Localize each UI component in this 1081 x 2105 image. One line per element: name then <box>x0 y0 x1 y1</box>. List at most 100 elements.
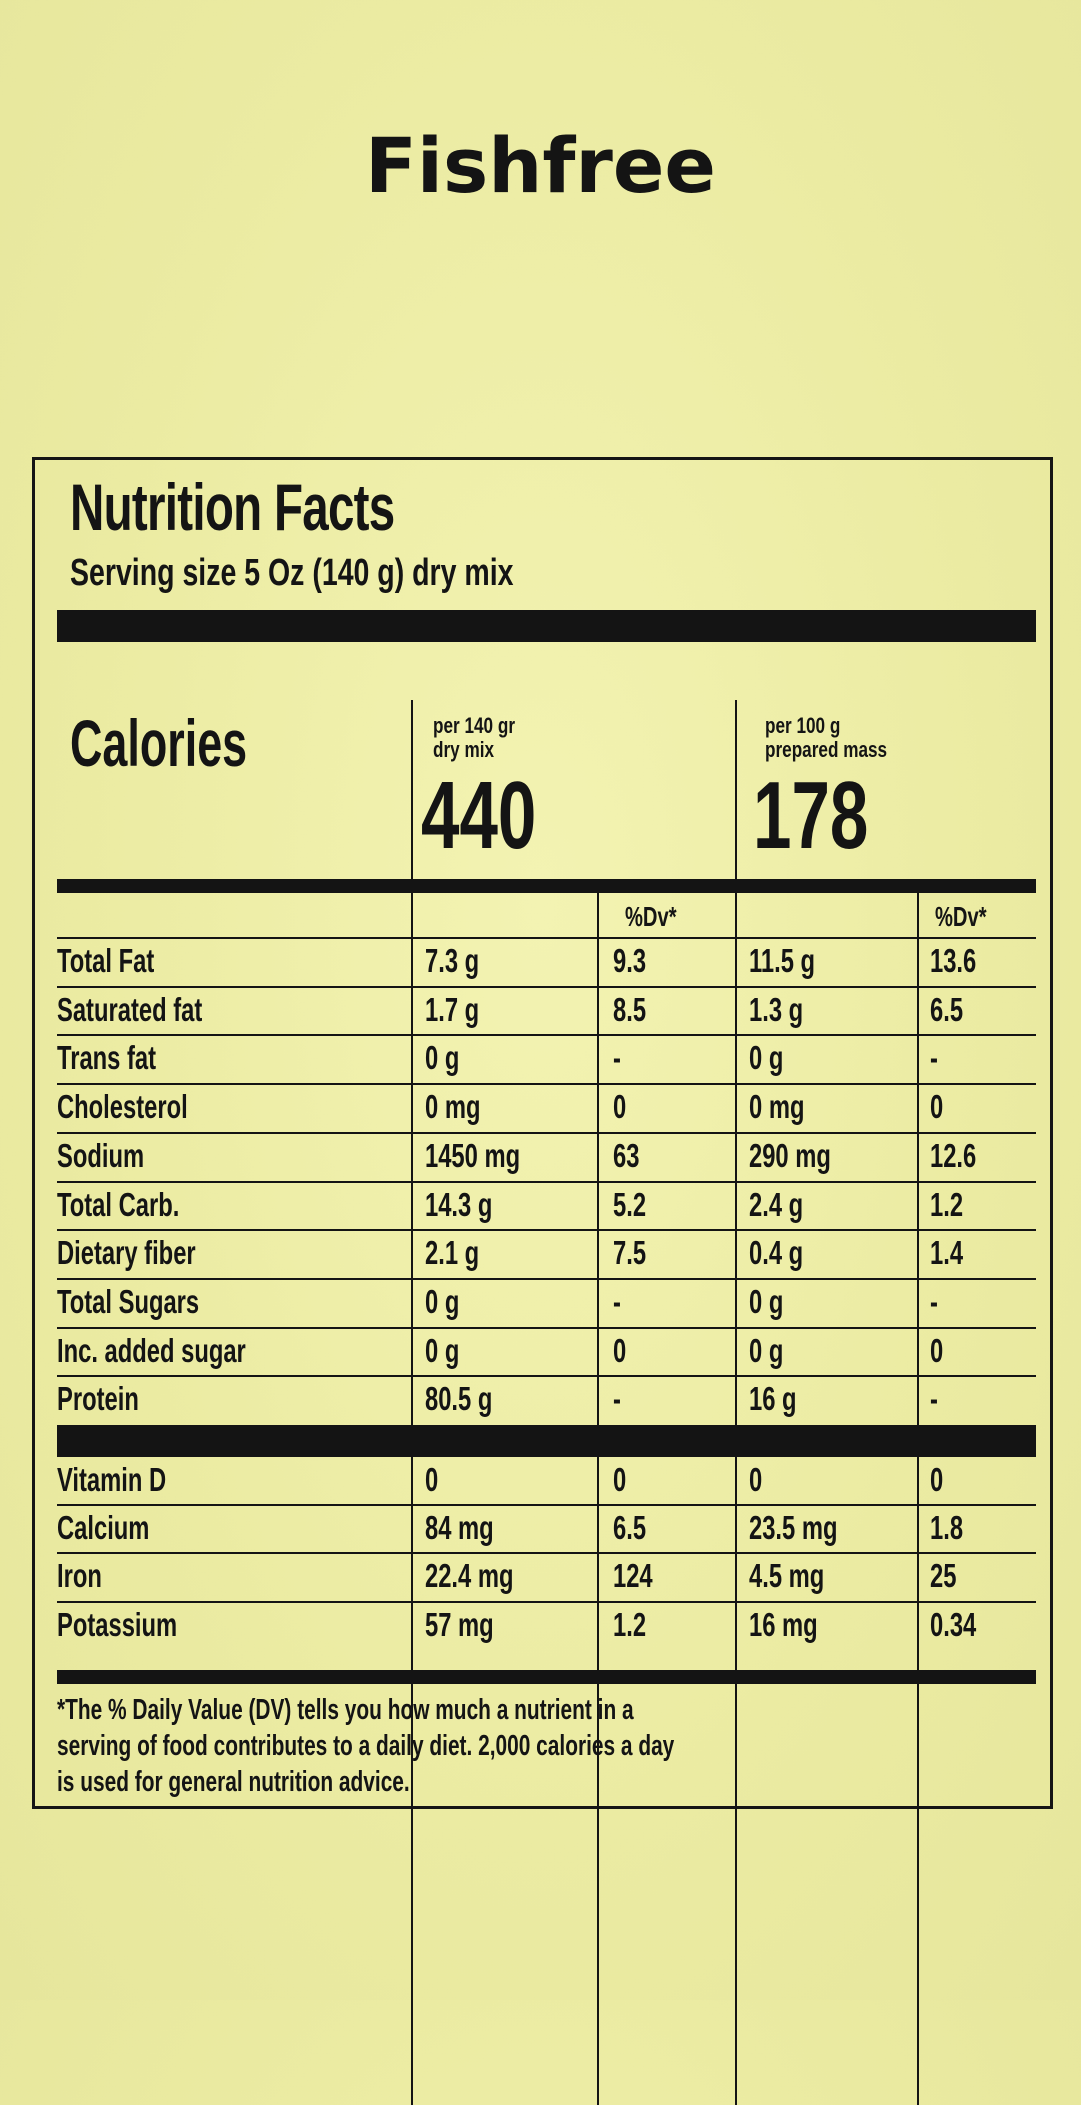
thick-divider-middle <box>57 1425 1036 1457</box>
cell-name: Saturated fat <box>57 990 203 1028</box>
dv-header-col2: %Dv* <box>935 901 987 932</box>
column-divider-1b <box>411 1338 413 2105</box>
column-divider-3b <box>735 1338 737 2105</box>
cell-v1: 0 g <box>425 1039 460 1077</box>
cell-v2: 16 g <box>749 1380 797 1418</box>
serving-size: Serving size 5 Oz (140 g) dry mix <box>70 552 514 594</box>
row-divider <box>57 1552 1036 1555</box>
cell-dv2: 0 <box>930 1461 944 1498</box>
table-row: Inc. added sugar 0 g 0 0 g 0 <box>35 1328 1050 1374</box>
cell-name: Inc. added sugar <box>57 1331 246 1369</box>
cell-dv1: 0 <box>613 1088 627 1126</box>
row-divider <box>57 1083 1036 1086</box>
cell-name: Sodium <box>57 1136 145 1174</box>
cell-v1: 0 <box>425 1461 439 1498</box>
table-row: Sodium 1450 mg 63 290 mg 12.6 <box>35 1133 1050 1179</box>
cell-v1: 14.3 g <box>425 1185 493 1223</box>
table-row: Potassium 57 mg 1.2 16 mg 0.34 <box>35 1602 1050 1648</box>
calories-col2-caption-1: per 100 g <box>765 713 841 738</box>
cell-v1: 57 mg <box>425 1605 494 1643</box>
nutrition-facts-panel: Nutrition Facts Serving size 5 Oz (140 g… <box>32 457 1053 2105</box>
dv-header-row: %Dv* %Dv* <box>35 893 1050 939</box>
cell-v2: 11.5 g <box>749 942 816 979</box>
row-divider <box>57 1180 1036 1183</box>
cell-v2: 1.3 g <box>749 990 804 1028</box>
cell-v2: 2.4 g <box>749 1185 804 1223</box>
table-row: Iron 22.4 mg 124 4.5 mg 25 <box>35 1553 1050 1599</box>
cell-v2: 0 <box>749 1461 763 1498</box>
cell-dv1: 0 <box>613 1331 627 1369</box>
cell-v1: 22.4 mg <box>425 1557 514 1595</box>
calories-label: Calories <box>70 706 248 780</box>
nutrition-facts-title: Nutrition Facts <box>70 470 395 544</box>
table-row: Vitamin D 0 0 0 0 <box>35 1457 1050 1503</box>
brand-name: Fishfree <box>365 121 716 210</box>
cell-v1: 2.1 g <box>425 1234 480 1272</box>
row-divider <box>57 1034 1036 1037</box>
row-divider <box>57 985 1036 988</box>
cell-dv1: 124 <box>613 1557 653 1595</box>
footnote: *The % Daily Value (DV) tells you how mu… <box>57 1694 675 1798</box>
cell-dv1: - <box>613 1039 621 1077</box>
cell-dv2: 12.6 <box>930 1136 977 1174</box>
cell-dv2: 1.2 <box>930 1185 964 1223</box>
cell-v2: 4.5 mg <box>749 1557 825 1595</box>
cell-v1: 0 mg <box>425 1088 481 1126</box>
cell-dv1: - <box>613 1380 621 1418</box>
row-divider <box>57 1277 1036 1280</box>
cell-dv2: - <box>930 1282 938 1320</box>
cell-dv1: 5.2 <box>613 1185 647 1223</box>
cell-name: Calcium <box>57 1509 150 1547</box>
row-divider <box>57 1600 1036 1603</box>
dv-header-col1: %Dv* <box>625 901 677 932</box>
cell-dv2: 25 <box>930 1557 957 1595</box>
cell-v1: 1.7 g <box>425 990 480 1028</box>
table-row: Total Sugars 0 g - 0 g - <box>35 1279 1050 1325</box>
cell-dv1: 8.5 <box>613 990 647 1028</box>
cell-v1: 7.3 g <box>425 942 480 979</box>
cell-dv2: 13.6 <box>930 942 977 979</box>
cell-dv1: 1.2 <box>613 1605 647 1643</box>
row-divider <box>57 937 1036 939</box>
cell-dv1: 63 <box>613 1136 640 1174</box>
cell-name: Cholesterol <box>57 1088 188 1126</box>
row-divider <box>57 1326 1036 1329</box>
cell-dv1: 9.3 <box>613 942 647 979</box>
cell-name: Potassium <box>57 1605 178 1643</box>
calories-col1-caption-1: per 140 gr <box>433 713 516 738</box>
cell-v2: 0 g <box>749 1282 784 1320</box>
cell-dv2: 0 <box>930 1331 944 1369</box>
cell-v2: 290 mg <box>749 1136 831 1174</box>
cell-dv2: - <box>930 1380 938 1418</box>
cell-v2: 16 mg <box>749 1605 818 1643</box>
row-divider <box>57 1131 1036 1134</box>
calories-col1-caption-2: dry mix <box>433 737 495 762</box>
column-divider-2 <box>597 893 599 2105</box>
table-row: Dietary fiber 2.1 g 7.5 0.4 g 1.4 <box>35 1230 1050 1276</box>
thick-divider-calories <box>57 879 1036 893</box>
column-divider-1 <box>411 700 413 1338</box>
table-row: Total Carb. 14.3 g 5.2 2.4 g 1.2 <box>35 1182 1050 1228</box>
table-row: Cholesterol 0 mg 0 0 mg 0 <box>35 1084 1050 1130</box>
thick-divider-top <box>57 610 1036 642</box>
row-divider <box>57 1375 1036 1378</box>
cell-dv2: 6.5 <box>930 990 964 1028</box>
cell-v1: 80.5 g <box>425 1380 493 1418</box>
cell-v1: 0 g <box>425 1282 460 1320</box>
cell-dv2: 0 <box>930 1088 944 1126</box>
cell-name: Protein <box>57 1380 139 1418</box>
cell-name: Trans fat <box>57 1039 157 1077</box>
table-row: Total Fat 7.3 g 9.3 11.5 g 13.6 <box>35 938 1050 984</box>
calories-col1-value: 440 <box>421 762 537 869</box>
row-divider <box>57 1504 1036 1507</box>
cell-v2: 0 mg <box>749 1088 805 1126</box>
cell-dv1: 7.5 <box>613 1234 647 1272</box>
cell-dv2: - <box>930 1039 938 1077</box>
cell-name: Total Carb. <box>57 1185 180 1223</box>
column-divider-4 <box>917 893 919 2105</box>
column-divider-3 <box>735 700 737 1338</box>
cell-dv2: 0.34 <box>930 1605 977 1643</box>
table-row: Protein 80.5 g - 16 g - <box>35 1376 1050 1422</box>
cell-v1: 84 mg <box>425 1509 494 1547</box>
cell-dv1: 6.5 <box>613 1509 647 1547</box>
